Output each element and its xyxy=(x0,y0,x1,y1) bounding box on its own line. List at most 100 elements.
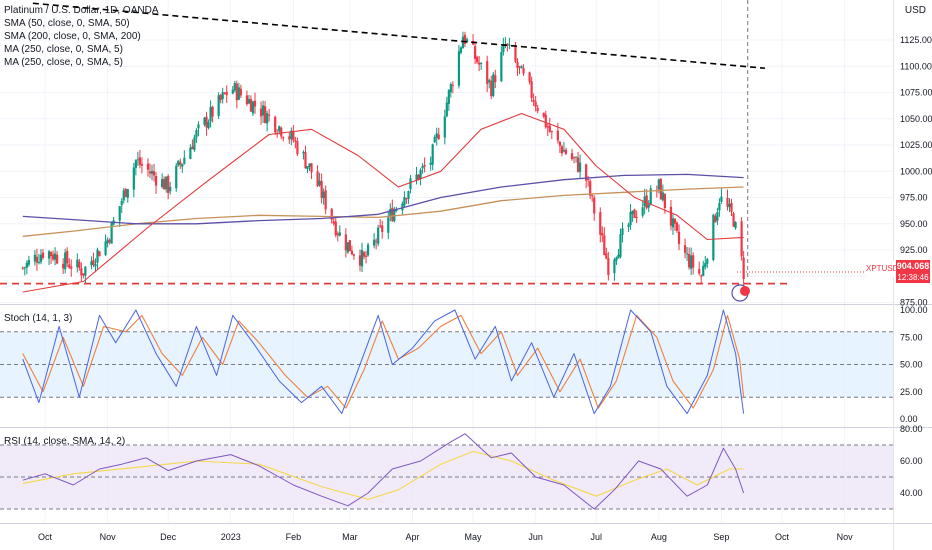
candle-231 xyxy=(673,218,677,231)
candle-59 xyxy=(189,144,192,160)
candle-97 xyxy=(294,136,297,149)
candle-113 xyxy=(338,225,341,237)
candle-108 xyxy=(324,185,327,215)
candle-body xyxy=(263,106,267,123)
candle-37 xyxy=(124,188,127,198)
candle-224 xyxy=(655,185,658,198)
time-tick-13: Nov xyxy=(837,532,854,542)
candle-3 xyxy=(27,255,30,267)
candle-body xyxy=(673,218,677,224)
indicator-sma50[interactable]: SMA (50, close, 0, SMA, 50) xyxy=(4,18,130,29)
candle-249 xyxy=(726,189,729,211)
candle-body xyxy=(433,137,436,143)
candle-66 xyxy=(207,119,210,130)
candle-body xyxy=(306,166,309,170)
candle-245 xyxy=(714,213,717,223)
candle-21 xyxy=(80,262,83,282)
candle-227 xyxy=(661,184,664,202)
candle-body xyxy=(33,254,37,262)
candle-body xyxy=(730,202,733,212)
indicator-sma200[interactable]: SMA (200, close, 0, SMA, 200) xyxy=(4,31,141,42)
candle-body xyxy=(21,267,24,269)
candle-body xyxy=(106,239,109,244)
candle-body xyxy=(138,157,142,165)
candle-body xyxy=(459,47,463,53)
candle-body xyxy=(209,107,212,122)
candle-body xyxy=(266,113,269,124)
candle-186 xyxy=(546,124,549,136)
candle-192 xyxy=(562,141,566,152)
indicator-ma250-b[interactable]: MA (250, close, 0, SMA, 5) xyxy=(4,57,123,68)
candle-147 xyxy=(435,127,438,146)
candle-150 xyxy=(445,96,448,118)
indicator-ma250-a[interactable]: MA (250, close, 0, SMA, 5) xyxy=(4,44,123,55)
candle-83 xyxy=(253,92,257,114)
candle-87 xyxy=(266,110,269,132)
candle-body xyxy=(177,160,180,166)
candle-152 xyxy=(449,82,452,98)
rsi-line xyxy=(22,433,745,510)
candle-9 xyxy=(47,250,51,266)
candle-body xyxy=(671,218,675,228)
candle-230 xyxy=(671,214,675,235)
candle-body xyxy=(221,92,224,100)
candle-188 xyxy=(550,130,553,139)
candle-70 xyxy=(219,93,222,104)
candle-0 xyxy=(21,266,24,271)
candle-body xyxy=(478,62,481,65)
candle-body xyxy=(310,163,313,173)
candle-body xyxy=(203,117,206,125)
candle-body xyxy=(407,191,410,200)
time-tick-1: Nov xyxy=(100,532,117,542)
candle-81 xyxy=(249,95,253,112)
candle-161 xyxy=(476,55,479,64)
candle-body xyxy=(627,224,630,227)
axes: 875.00900.00925.00950.00975.001000.00102… xyxy=(38,35,932,542)
candle-211 xyxy=(617,248,620,259)
candle-232 xyxy=(675,221,679,233)
candle-body xyxy=(350,250,354,255)
candle-167 xyxy=(492,71,495,98)
candle-body xyxy=(126,189,129,198)
candle-96 xyxy=(292,124,295,143)
candle-236 xyxy=(688,247,691,270)
time-tick-11: Sep xyxy=(713,532,729,542)
currency-label[interactable]: USD xyxy=(904,5,926,16)
candle-64 xyxy=(203,116,206,127)
candle-95 xyxy=(290,127,293,146)
candle-body xyxy=(183,157,186,164)
candle-8 xyxy=(41,248,45,260)
candle-170 xyxy=(502,37,505,56)
candle-body xyxy=(249,99,253,112)
candle-11 xyxy=(51,250,55,262)
candle-body xyxy=(641,207,644,216)
candle-body xyxy=(718,203,721,211)
candle-body xyxy=(348,240,351,252)
price-tick-10: 1125.00 xyxy=(900,35,932,45)
stoch-label[interactable]: Stoch (14, 1, 3) xyxy=(4,313,73,324)
candle-body xyxy=(49,251,53,257)
candle-190 xyxy=(558,140,561,153)
candle-body xyxy=(500,52,503,82)
candle-body xyxy=(146,163,150,170)
candle-body xyxy=(742,257,745,280)
candle-body xyxy=(82,273,85,276)
stoch-tick-2: 50.00 xyxy=(900,360,923,370)
rsi-label[interactable]: RSI (14, close, SMA, 14, 2) xyxy=(4,436,126,447)
sma200-line xyxy=(22,173,744,225)
candle-219 xyxy=(641,201,644,218)
candle-body xyxy=(714,216,717,223)
symbol-title[interactable]: Platinum / U.S. Dollar, 1D, OANDA xyxy=(4,5,159,16)
candle-102 xyxy=(308,163,311,172)
candle-body xyxy=(375,240,378,242)
price-tick-0: 875.00 xyxy=(900,298,928,308)
candle-body xyxy=(615,257,618,261)
candle-body xyxy=(645,195,648,208)
candle-body xyxy=(41,252,45,258)
candle-175 xyxy=(516,58,519,76)
candle-body xyxy=(66,251,69,264)
candle-118 xyxy=(352,253,356,260)
candle-body xyxy=(649,188,652,205)
